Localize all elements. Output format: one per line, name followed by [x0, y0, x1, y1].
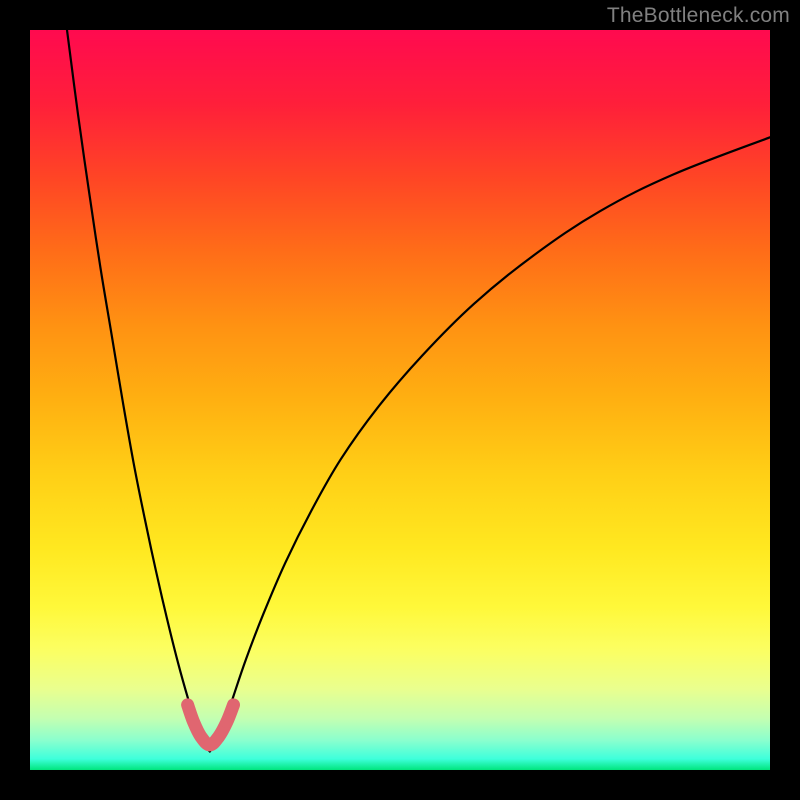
chart-root: TheBottleneck.com [0, 0, 800, 800]
plot-svg [30, 30, 770, 770]
dip-marker-dot [187, 716, 199, 728]
dip-marker-dot [181, 699, 193, 711]
dip-marker-dot [227, 699, 239, 711]
gradient-background [30, 30, 770, 770]
dip-marker-dot [213, 731, 225, 743]
dip-marker-dot [221, 716, 233, 728]
watermark-text: TheBottleneck.com [607, 4, 790, 28]
plot-area [30, 30, 770, 770]
